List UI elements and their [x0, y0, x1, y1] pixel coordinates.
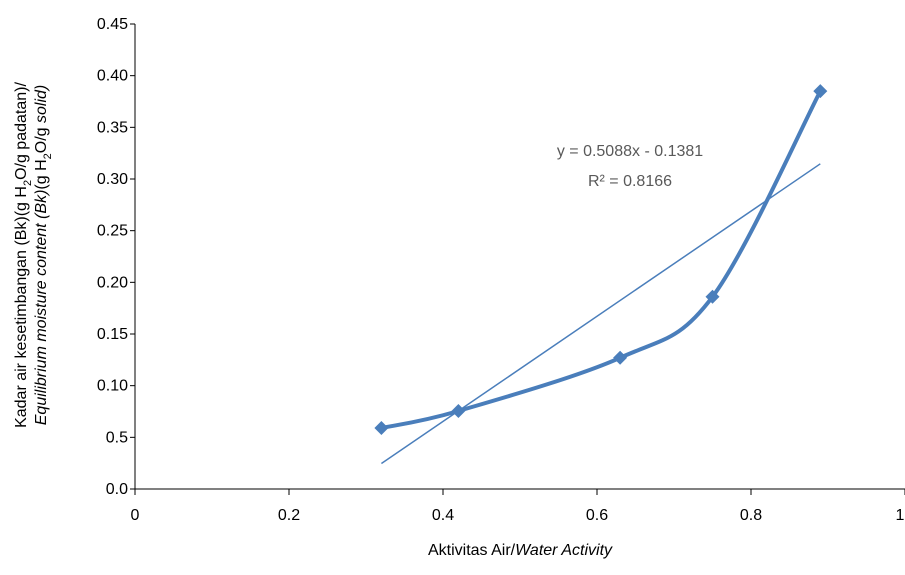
y-title-line-2: Equilibrium moisture content (Bk)(g H2O/… — [33, 85, 54, 425]
x-tick-label: 0.6 — [586, 507, 608, 524]
y-axis-title: Kadar air kesetimbangan (Bk)(g H2O/g pad… — [13, 82, 34, 428]
y-tick-label: 0.10 — [97, 378, 128, 395]
marker — [374, 421, 389, 436]
y-tick-label: 0.20 — [97, 274, 128, 291]
marker — [613, 350, 628, 365]
marker — [705, 289, 720, 304]
y-tick-label: 0.15 — [97, 326, 128, 343]
x-tick-label: 1 — [896, 507, 905, 524]
trendline — [380, 163, 821, 465]
y-axis-title: Equilibrium moisture content (Bk)(g H2O/… — [33, 85, 54, 425]
x-tick-label: 0.8 — [740, 507, 762, 524]
marker — [451, 403, 466, 418]
y-title-line-1: Kadar air kesetimbangan (Bk)(g H2O/g pad… — [13, 82, 34, 428]
x-tick-label: 0 — [131, 507, 140, 524]
x-tick-label: 0.2 — [278, 507, 300, 524]
y-tick-label: 0.45 — [97, 16, 128, 33]
series-line — [380, 90, 823, 430]
y-tick-label: 0.40 — [97, 68, 128, 85]
marker — [813, 84, 828, 99]
y-tick-label: 0.25 — [97, 223, 128, 240]
y-tick-label: 0.0 — [106, 481, 128, 498]
y-tick-label: 0.35 — [97, 119, 128, 136]
trend-equation: y = 0.5088x - 0.1381 — [557, 143, 703, 160]
y-tick-label: 0.5 — [106, 429, 128, 446]
trend-r2: R² = 0.8166 — [588, 173, 672, 190]
y-tick-label: 0.30 — [97, 171, 128, 188]
x-tick-label: 0.4 — [432, 507, 454, 524]
x-axis-title: Aktivitas Air/Water Activity — [428, 542, 613, 559]
